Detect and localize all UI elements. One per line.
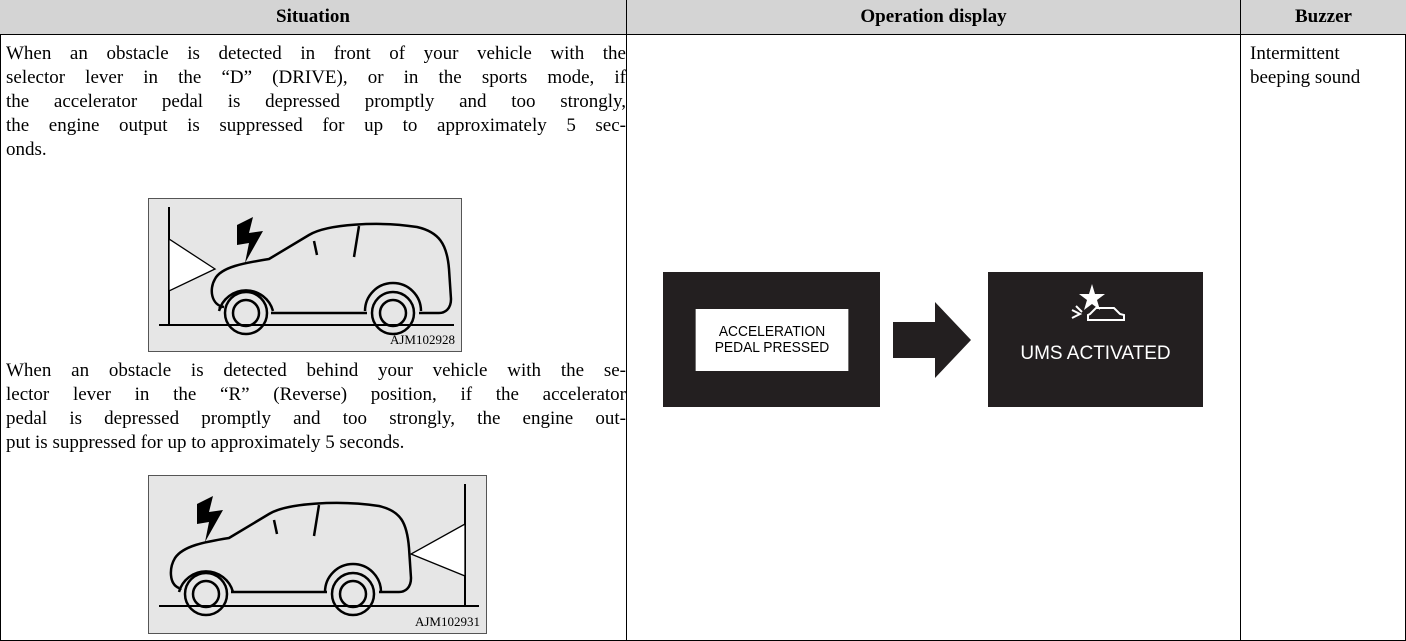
- text-line: put is suppressed for up to approximatel…: [6, 432, 405, 453]
- ums-icon: [1071, 284, 1125, 321]
- text-line: Intermittent: [1250, 43, 1340, 64]
- text-line: the accelerator pedal is depressed promp…: [6, 91, 626, 112]
- text-line: onds.: [6, 139, 47, 160]
- text-line: beeping sound: [1250, 67, 1361, 88]
- text-line: When an obstacle is detected in front of…: [6, 43, 626, 64]
- figure: AJM102928: [148, 198, 462, 352]
- text-line: pedal is depressed promptly and too stro…: [6, 408, 626, 429]
- header-cell: Situation: [0, 0, 626, 35]
- figure: AJM102931: [148, 475, 487, 634]
- buzzer-text: Intermittent beeping sound: [1250, 42, 1360, 90]
- message-box: ACCELERATION PEDAL PRESSED: [695, 309, 849, 371]
- arrow: [893, 302, 971, 378]
- header-cell: Operation display: [627, 0, 1240, 35]
- figure-code: AJM102931: [414, 614, 480, 629]
- text-line: When an obstacle is detected behind your…: [6, 360, 626, 381]
- display-screen: UMS ACTIVATED: [988, 272, 1203, 407]
- message-line: PEDAL PRESSED: [714, 339, 830, 356]
- header-cell: Buzzer: [1241, 0, 1406, 35]
- message-line: UMS ACTIVATED: [1020, 343, 1171, 364]
- display-screen: ACCELERATION PEDAL PRESSED: [663, 272, 880, 407]
- column-divider: [626, 0, 627, 641]
- column-divider: [1240, 0, 1241, 641]
- message-line: ACCELERATION: [718, 323, 826, 340]
- text-line: the engine output is suppressed for up t…: [6, 115, 626, 136]
- figure-code: AJM102928: [389, 332, 455, 347]
- car-illustration: [159, 207, 454, 336]
- text-line: lector lever in the “R” (Reverse) positi…: [6, 384, 626, 405]
- text-line: selector lever in the “D” (DRIVE), or in…: [6, 67, 626, 88]
- car-illustration: [159, 484, 479, 617]
